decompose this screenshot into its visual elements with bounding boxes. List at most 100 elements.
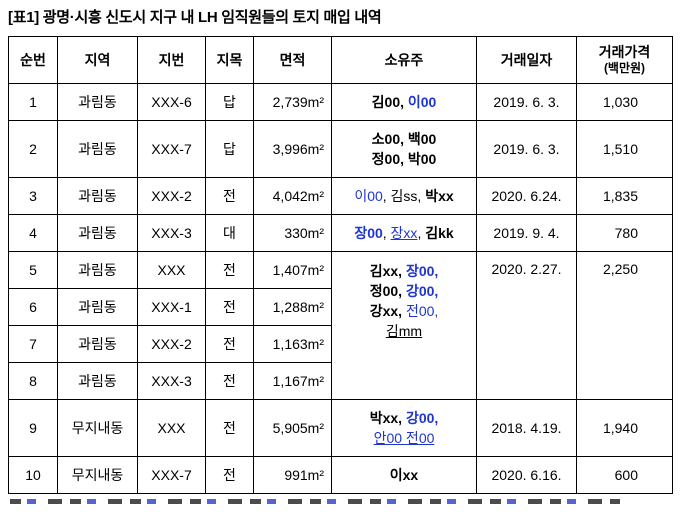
cell-price: 600 [576, 456, 673, 494]
cell-no: 3 [8, 177, 58, 215]
cell-no: 9 [8, 399, 58, 457]
col-header-8: 거래가격 (백만원) [576, 36, 673, 84]
owner-name: 이xx [389, 467, 419, 483]
cell-lot: XXX-2 [137, 177, 206, 215]
cropped-text-strip [10, 499, 620, 504]
col-header-5: 면적 [253, 36, 332, 84]
cell-region: 과림동 [57, 83, 138, 121]
cell-category: 전 [205, 251, 254, 289]
cell-area: 5,905m² [253, 399, 332, 457]
table-row: 10 무지내동 XXX-7 전 991m² 이xx 2020. 6.16. 600 [8, 456, 673, 494]
cell-owner: 소00, 백00 정00, 박00 [331, 120, 477, 178]
cell-lot: XXX-7 [137, 456, 206, 494]
owner-name: , [382, 225, 391, 241]
cell-area: 1,163m² [253, 325, 332, 363]
cell-owner: 박xx, 강00, 안00 전00 [331, 399, 477, 457]
owner-name: , 김ss, [382, 188, 426, 204]
cell-category: 전 [205, 325, 254, 363]
table-row: 9 무지내동 XXX 전 5,905m² 박xx, 강00, 안00 전00 2018. 4.… [8, 399, 673, 457]
owner-name: 장00, [405, 263, 439, 279]
cell-category: 전 [205, 456, 254, 494]
owner-name: 이00 [354, 188, 383, 204]
owner-name: , [417, 225, 426, 241]
cell-category: 답 [205, 120, 254, 178]
owner-name: 장xx [390, 225, 418, 241]
cell-owner: 김00, 이00 [331, 83, 477, 121]
page-title: [표1] 광명·시흥 신도시 지구 내 LH 임직원들의 토지 매입 내역 [8, 9, 382, 26]
cell-area: 2,739m² [253, 83, 332, 121]
col-header-7: 거래일자 [476, 36, 577, 84]
col-header-4: 지목 [205, 36, 254, 84]
owner-name: 장00 [354, 225, 383, 241]
cell-date: 2018. 4.19. [476, 399, 577, 457]
cell-no: 5 [8, 251, 58, 289]
owner-name: 강00, [405, 283, 439, 299]
owner-name: 전00, [405, 303, 439, 319]
owner-name: 안00 전00 [373, 430, 435, 446]
cell-category: 전 [205, 362, 254, 400]
table-row: 1 과림동 XXX-6 답 2,739m² 김00, 이00 2019. 6. 3. 1,03… [8, 83, 673, 121]
cell-price: 2,250 [576, 251, 673, 400]
cell-category: 대 [205, 214, 254, 252]
cell-region: 무지내동 [57, 399, 138, 457]
cell-lot: XXX-2 [137, 325, 206, 363]
cell-no: 4 [8, 214, 58, 252]
cell-date: 2019. 6. 3. [476, 120, 577, 178]
table-row: 5 과림동 XXX 전 1,407m² 김xx, 장00, 정00, 강00, 강xx, 전0… [8, 251, 673, 400]
cell-category: 전 [205, 288, 254, 326]
owner-name: 소00, 백00 [371, 131, 437, 147]
owner-name: 김xx, [369, 263, 406, 279]
cell-date: 2019. 6. 3. [476, 83, 577, 121]
cell-date: 2020. 2.27. [476, 251, 577, 400]
cell-owner: 장00, 장xx, 김kk [331, 214, 477, 252]
cell-category: 전 [205, 399, 254, 457]
cell-region: 과림동 [57, 251, 138, 289]
col-header-3: 지번 [137, 36, 206, 84]
col-header-6: 소유주 [331, 36, 477, 84]
cell-region: 과림동 [57, 362, 138, 400]
cell-category: 답 [205, 83, 254, 121]
cell-area: 1,167m² [253, 362, 332, 400]
owner-name: 김00, [371, 94, 404, 110]
cell-lot: XXX [137, 251, 206, 289]
cell-owner: 이xx [331, 456, 477, 494]
owner-name: 강xx, [369, 303, 406, 319]
cell-date: 2020. 6.24. [476, 177, 577, 215]
table-row: 2 과림동 XXX-7 답 3,996m² 소00, 백00 정00, 박00 2019. 6… [8, 120, 673, 178]
cell-no: 1 [8, 83, 58, 121]
cell-lot: XXX [137, 399, 206, 457]
cell-no: 10 [8, 456, 58, 494]
cell-date: 2020. 6.16. [476, 456, 577, 494]
cell-no: 2 [8, 120, 58, 178]
cell-region: 무지내동 [57, 456, 138, 494]
cell-lot: XXX-3 [137, 214, 206, 252]
land-purchase-table: 순번 지역 지번 지목 면적 소유주 거래일자 거래가격 (백만원) 1 과림동 XXX-6 답 2,7… [8, 36, 673, 494]
col-header-2: 지역 [57, 36, 138, 84]
cell-area: 330m² [253, 214, 332, 252]
cell-price: 780 [576, 214, 673, 252]
cell-lot: XXX-6 [137, 83, 206, 121]
cell-no: 8 [8, 362, 58, 400]
cell-region: 과림동 [57, 288, 138, 326]
cell-price: 1,835 [576, 177, 673, 215]
cell-price: 1,030 [576, 83, 673, 121]
cell-lot: XXX-3 [137, 362, 206, 400]
cell-no: 6 [8, 288, 58, 326]
cell-owner: 이00, 김ss, 박xx [331, 177, 477, 215]
cell-lot: XXX-7 [137, 120, 206, 178]
cell-date: 2019. 9. 4. [476, 214, 577, 252]
cell-region: 과림동 [57, 214, 138, 252]
table-row: 6 과림동 XXX-1 전 1,288m² [8, 288, 673, 326]
col-header-1: 순번 [8, 36, 58, 84]
table-row: 3 과림동 XXX-2 전 4,042m² 이00, 김ss, 박xx 2020. 6.24… [8, 177, 673, 215]
owner-name: 정00, [369, 283, 406, 299]
owner-name: 박xx [425, 188, 454, 204]
cell-area: 991m² [253, 456, 332, 494]
table-row: 7 과림동 XXX-2 전 1,163m² [8, 325, 673, 363]
cell-region: 과림동 [57, 177, 138, 215]
cell-area: 4,042m² [253, 177, 332, 215]
cell-region: 과림동 [57, 325, 138, 363]
table-body: 1 과림동 XXX-6 답 2,739m² 김00, 이00 2019. 6. 3. 1,03… [8, 83, 673, 494]
cell-area: 1,288m² [253, 288, 332, 326]
cell-no: 7 [8, 325, 58, 363]
